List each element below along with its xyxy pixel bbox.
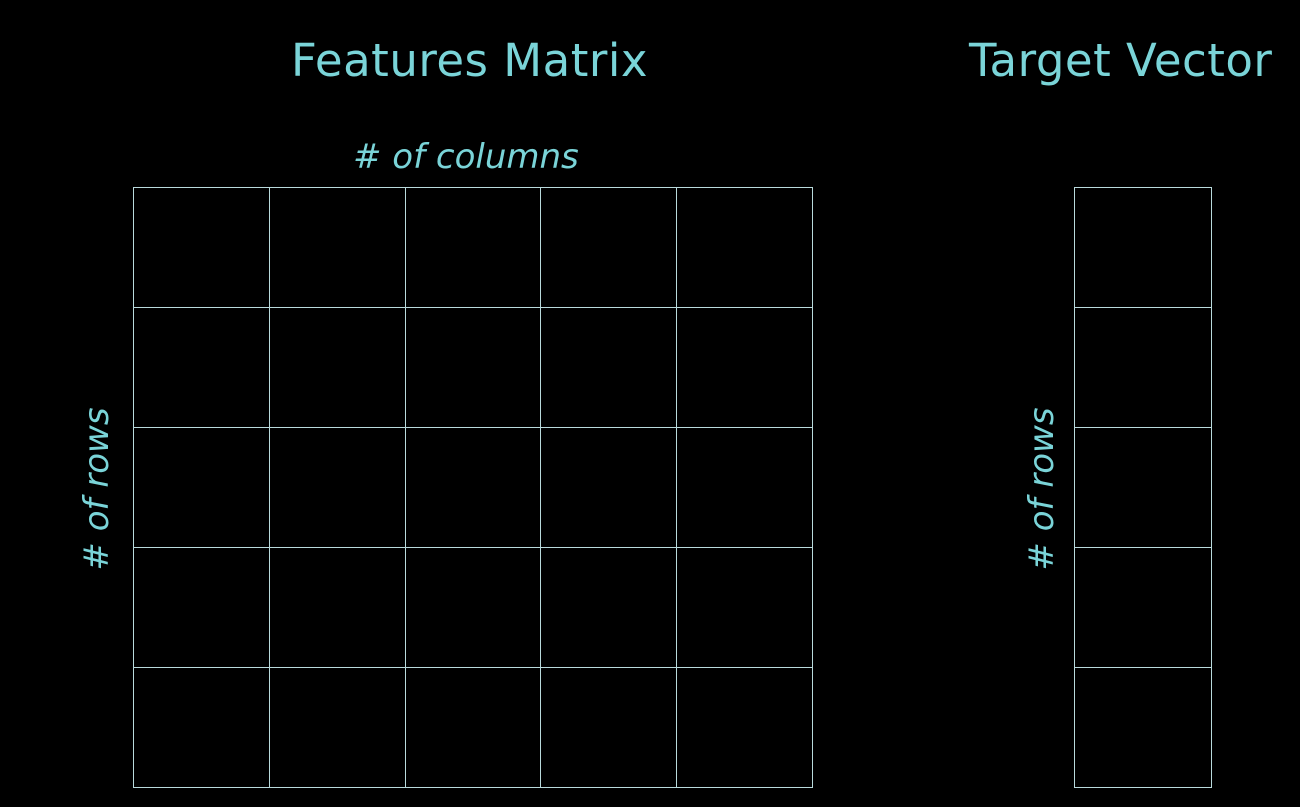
features-matrix-cell — [541, 548, 678, 668]
features-matrix-cell — [541, 308, 678, 428]
features-matrix-cell — [677, 668, 813, 788]
columns-label: # of columns — [353, 137, 579, 177]
features-matrix-cell — [541, 668, 678, 788]
features-matrix-cell — [269, 188, 406, 308]
features-matrix-cell — [269, 308, 406, 428]
features-matrix-cell — [677, 428, 813, 548]
features-matrix-cell — [134, 308, 270, 428]
features-matrix-cell — [269, 548, 406, 668]
features-matrix-cell — [677, 548, 813, 668]
features-matrix-cell — [134, 668, 270, 788]
features-matrix-cell — [405, 308, 542, 428]
features-matrix-cell — [134, 188, 270, 308]
features-matrix-cell — [269, 428, 406, 548]
features-matrix-cell — [405, 188, 542, 308]
features-matrix-cell — [541, 188, 678, 308]
features-matrix-cell — [134, 428, 270, 548]
target-vector-cell — [1075, 308, 1212, 428]
features-rows-label: # of rows — [77, 407, 117, 571]
features-matrix-cell — [677, 308, 813, 428]
features-matrix-cell — [405, 428, 542, 548]
features-matrix-title: Features Matrix — [291, 34, 648, 87]
target-vector-cell — [1075, 188, 1212, 308]
target-vector-grid — [1074, 187, 1212, 788]
features-matrix-cell — [541, 428, 678, 548]
target-vector-cell — [1075, 428, 1212, 548]
features-matrix-cell — [677, 188, 813, 308]
features-matrix-cell — [405, 548, 542, 668]
features-matrix-cell — [405, 668, 542, 788]
features-matrix-cell — [134, 548, 270, 668]
features-matrix-grid — [133, 187, 813, 788]
target-vector-title: Target Vector — [969, 34, 1273, 87]
target-vector-cell — [1075, 548, 1212, 668]
target-vector-cell — [1075, 668, 1212, 788]
features-matrix-cell — [269, 668, 406, 788]
target-rows-label: # of rows — [1022, 407, 1062, 571]
